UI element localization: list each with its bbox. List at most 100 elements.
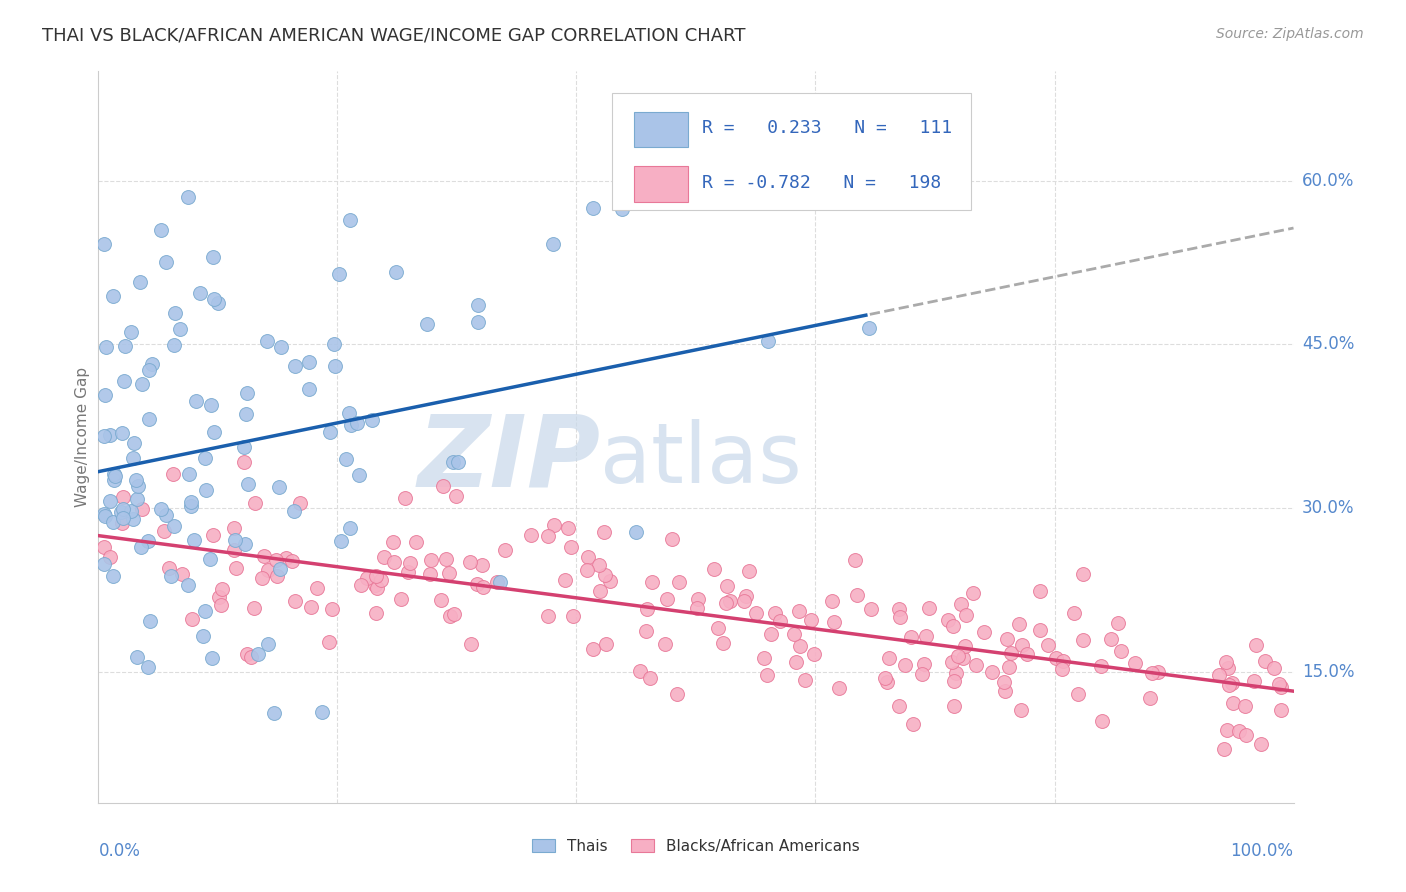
Point bbox=[112, 374, 135, 388]
Point bbox=[394, 491, 416, 506]
Point bbox=[950, 597, 973, 611]
Point bbox=[942, 619, 965, 633]
Point bbox=[911, 666, 934, 681]
Point bbox=[93, 508, 115, 522]
Point bbox=[965, 657, 987, 672]
Point bbox=[93, 236, 115, 251]
Point bbox=[763, 607, 786, 621]
Point bbox=[121, 512, 143, 526]
Point bbox=[236, 647, 259, 661]
Point bbox=[1270, 703, 1292, 717]
Point bbox=[661, 532, 683, 546]
Point bbox=[233, 537, 256, 551]
Point bbox=[243, 496, 266, 510]
Point bbox=[489, 575, 512, 590]
Point bbox=[441, 454, 464, 468]
Point bbox=[339, 521, 361, 535]
Point bbox=[1234, 728, 1257, 742]
Point bbox=[1052, 662, 1074, 676]
Point bbox=[125, 650, 148, 665]
Point bbox=[980, 665, 1002, 680]
Text: 45.0%: 45.0% bbox=[1302, 335, 1354, 353]
Point bbox=[93, 429, 115, 443]
Point bbox=[340, 417, 363, 432]
Point bbox=[131, 501, 153, 516]
Point bbox=[755, 668, 778, 682]
Point bbox=[783, 627, 806, 641]
Point bbox=[382, 555, 405, 569]
Point bbox=[253, 549, 276, 563]
Point bbox=[745, 606, 768, 620]
Point bbox=[941, 655, 963, 669]
Point bbox=[1090, 658, 1112, 673]
Point bbox=[170, 566, 193, 581]
Point bbox=[111, 510, 134, 524]
Point bbox=[756, 334, 779, 349]
Text: 30.0%: 30.0% bbox=[1302, 499, 1354, 517]
Point bbox=[1029, 624, 1052, 638]
Point bbox=[299, 600, 322, 615]
Point bbox=[1254, 654, 1277, 668]
Point bbox=[437, 566, 460, 580]
Text: R = -0.782   N =   198: R = -0.782 N = 198 bbox=[702, 174, 941, 193]
Point bbox=[101, 515, 124, 529]
Point bbox=[640, 671, 662, 685]
Point bbox=[912, 657, 935, 672]
Point bbox=[104, 468, 127, 483]
Point bbox=[263, 706, 285, 720]
Point bbox=[419, 553, 441, 567]
Point bbox=[1139, 691, 1161, 706]
Point bbox=[120, 326, 142, 340]
Point bbox=[288, 496, 311, 510]
Point bbox=[823, 615, 845, 630]
Point bbox=[876, 675, 898, 690]
Point bbox=[1244, 639, 1267, 653]
Point bbox=[432, 479, 454, 493]
Point bbox=[936, 613, 959, 627]
Point bbox=[200, 552, 222, 566]
Point bbox=[370, 573, 392, 587]
Text: 15.0%: 15.0% bbox=[1302, 663, 1354, 681]
Point bbox=[1029, 584, 1052, 599]
Point bbox=[364, 577, 387, 591]
Point bbox=[1215, 656, 1237, 670]
Point bbox=[703, 562, 725, 576]
Point bbox=[153, 524, 176, 538]
Point bbox=[136, 660, 159, 674]
Point bbox=[1045, 650, 1067, 665]
Point bbox=[233, 455, 256, 469]
Point bbox=[283, 504, 305, 518]
Point bbox=[415, 317, 437, 331]
Point bbox=[235, 407, 257, 421]
Point bbox=[257, 637, 280, 651]
Point bbox=[209, 599, 232, 613]
Point bbox=[1010, 703, 1032, 717]
Point bbox=[125, 473, 148, 487]
Point bbox=[665, 687, 688, 701]
Point bbox=[993, 674, 1015, 689]
Bar bbox=[634, 167, 688, 202]
Point bbox=[269, 562, 291, 576]
Point bbox=[186, 393, 208, 408]
Point bbox=[328, 267, 350, 281]
Point bbox=[686, 592, 709, 607]
Point bbox=[582, 201, 605, 215]
Point bbox=[893, 658, 915, 673]
Point bbox=[101, 288, 124, 302]
Point bbox=[1243, 674, 1265, 689]
Point bbox=[399, 556, 422, 570]
Point bbox=[194, 450, 217, 465]
Point bbox=[1222, 696, 1244, 710]
Point bbox=[557, 521, 579, 535]
Point bbox=[264, 553, 287, 567]
Point bbox=[624, 524, 647, 539]
Point bbox=[356, 571, 378, 585]
Point bbox=[238, 476, 260, 491]
Point bbox=[201, 250, 224, 264]
Point bbox=[1263, 661, 1285, 675]
Point bbox=[211, 582, 233, 596]
Point bbox=[582, 642, 605, 657]
Point bbox=[889, 609, 911, 624]
Point bbox=[337, 406, 360, 420]
Point bbox=[364, 568, 387, 582]
